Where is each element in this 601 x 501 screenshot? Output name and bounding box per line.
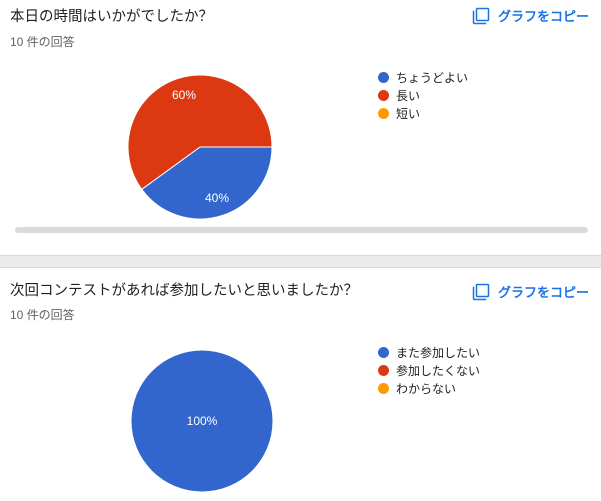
slice-label-100: 100% bbox=[187, 414, 218, 428]
legend-item: また参加したい bbox=[378, 343, 480, 361]
legend-label: わからない bbox=[396, 381, 457, 396]
copy-chart-icon bbox=[472, 283, 490, 301]
question-title: 次回コンテストがあれば参加したいと思いましたか？ bbox=[10, 283, 358, 299]
copy-chart-icon bbox=[472, 7, 490, 25]
legend-dot-icon bbox=[378, 364, 389, 376]
legend-dot-icon bbox=[378, 382, 389, 394]
responses-count: 10 件の回答 bbox=[10, 35, 75, 49]
copy-chart-button[interactable]: グラフをコピー bbox=[468, 4, 593, 27]
pie-slice-choudoyoi bbox=[141, 146, 273, 220]
legend-label: また参加したい bbox=[396, 345, 481, 360]
pie-chart: 100% bbox=[131, 350, 273, 492]
horizontal-scrollbar[interactable] bbox=[15, 227, 588, 233]
copy-chart-button[interactable]: グラフをコピー bbox=[468, 280, 593, 303]
legend-label: 参加したくない bbox=[396, 363, 481, 378]
legend-item: 長い bbox=[378, 86, 468, 104]
slice-label-40: 40% bbox=[205, 191, 229, 205]
copy-chart-label: グラフをコピー bbox=[497, 285, 589, 300]
pie-slice-mata-sankashitai bbox=[131, 350, 273, 492]
pie-slice-nagai bbox=[127, 74, 273, 190]
slice-label-60: 60% bbox=[172, 88, 196, 102]
responses-count: 10 件の回答 bbox=[10, 308, 75, 322]
pie-chart: 60% 40% bbox=[127, 74, 273, 220]
legend: ちょうどよい 長い 短い bbox=[378, 68, 468, 122]
question-title: 本日の時間はいかがでしたか？ bbox=[10, 9, 213, 25]
legend-label: 長い bbox=[396, 88, 421, 103]
legend-dot-icon bbox=[378, 346, 389, 358]
question-card-1: 本日の時間はいかがでしたか？ 10 件の回答 グラフをコピー 60% 40% ち… bbox=[10, 4, 593, 233]
legend-dot-icon bbox=[378, 89, 389, 101]
legend-item: 短い bbox=[378, 104, 468, 122]
copy-chart-label: グラフをコピー bbox=[497, 9, 589, 24]
question-card-2: 次回コンテストがあれば参加したいと思いましたか？ 10 件の回答 グラフをコピー… bbox=[0, 268, 601, 501]
legend-item: ちょうどよい bbox=[378, 68, 468, 86]
legend-item: わからない bbox=[378, 379, 480, 397]
legend-dot-icon bbox=[378, 107, 389, 119]
card-divider bbox=[0, 255, 601, 268]
legend-item: 参加したくない bbox=[378, 361, 480, 379]
legend-label: 短い bbox=[396, 106, 421, 121]
legend-label: ちょうどよい bbox=[396, 70, 469, 85]
legend: また参加したい 参加したくない わからない bbox=[378, 343, 480, 397]
legend-dot-icon bbox=[378, 71, 389, 83]
